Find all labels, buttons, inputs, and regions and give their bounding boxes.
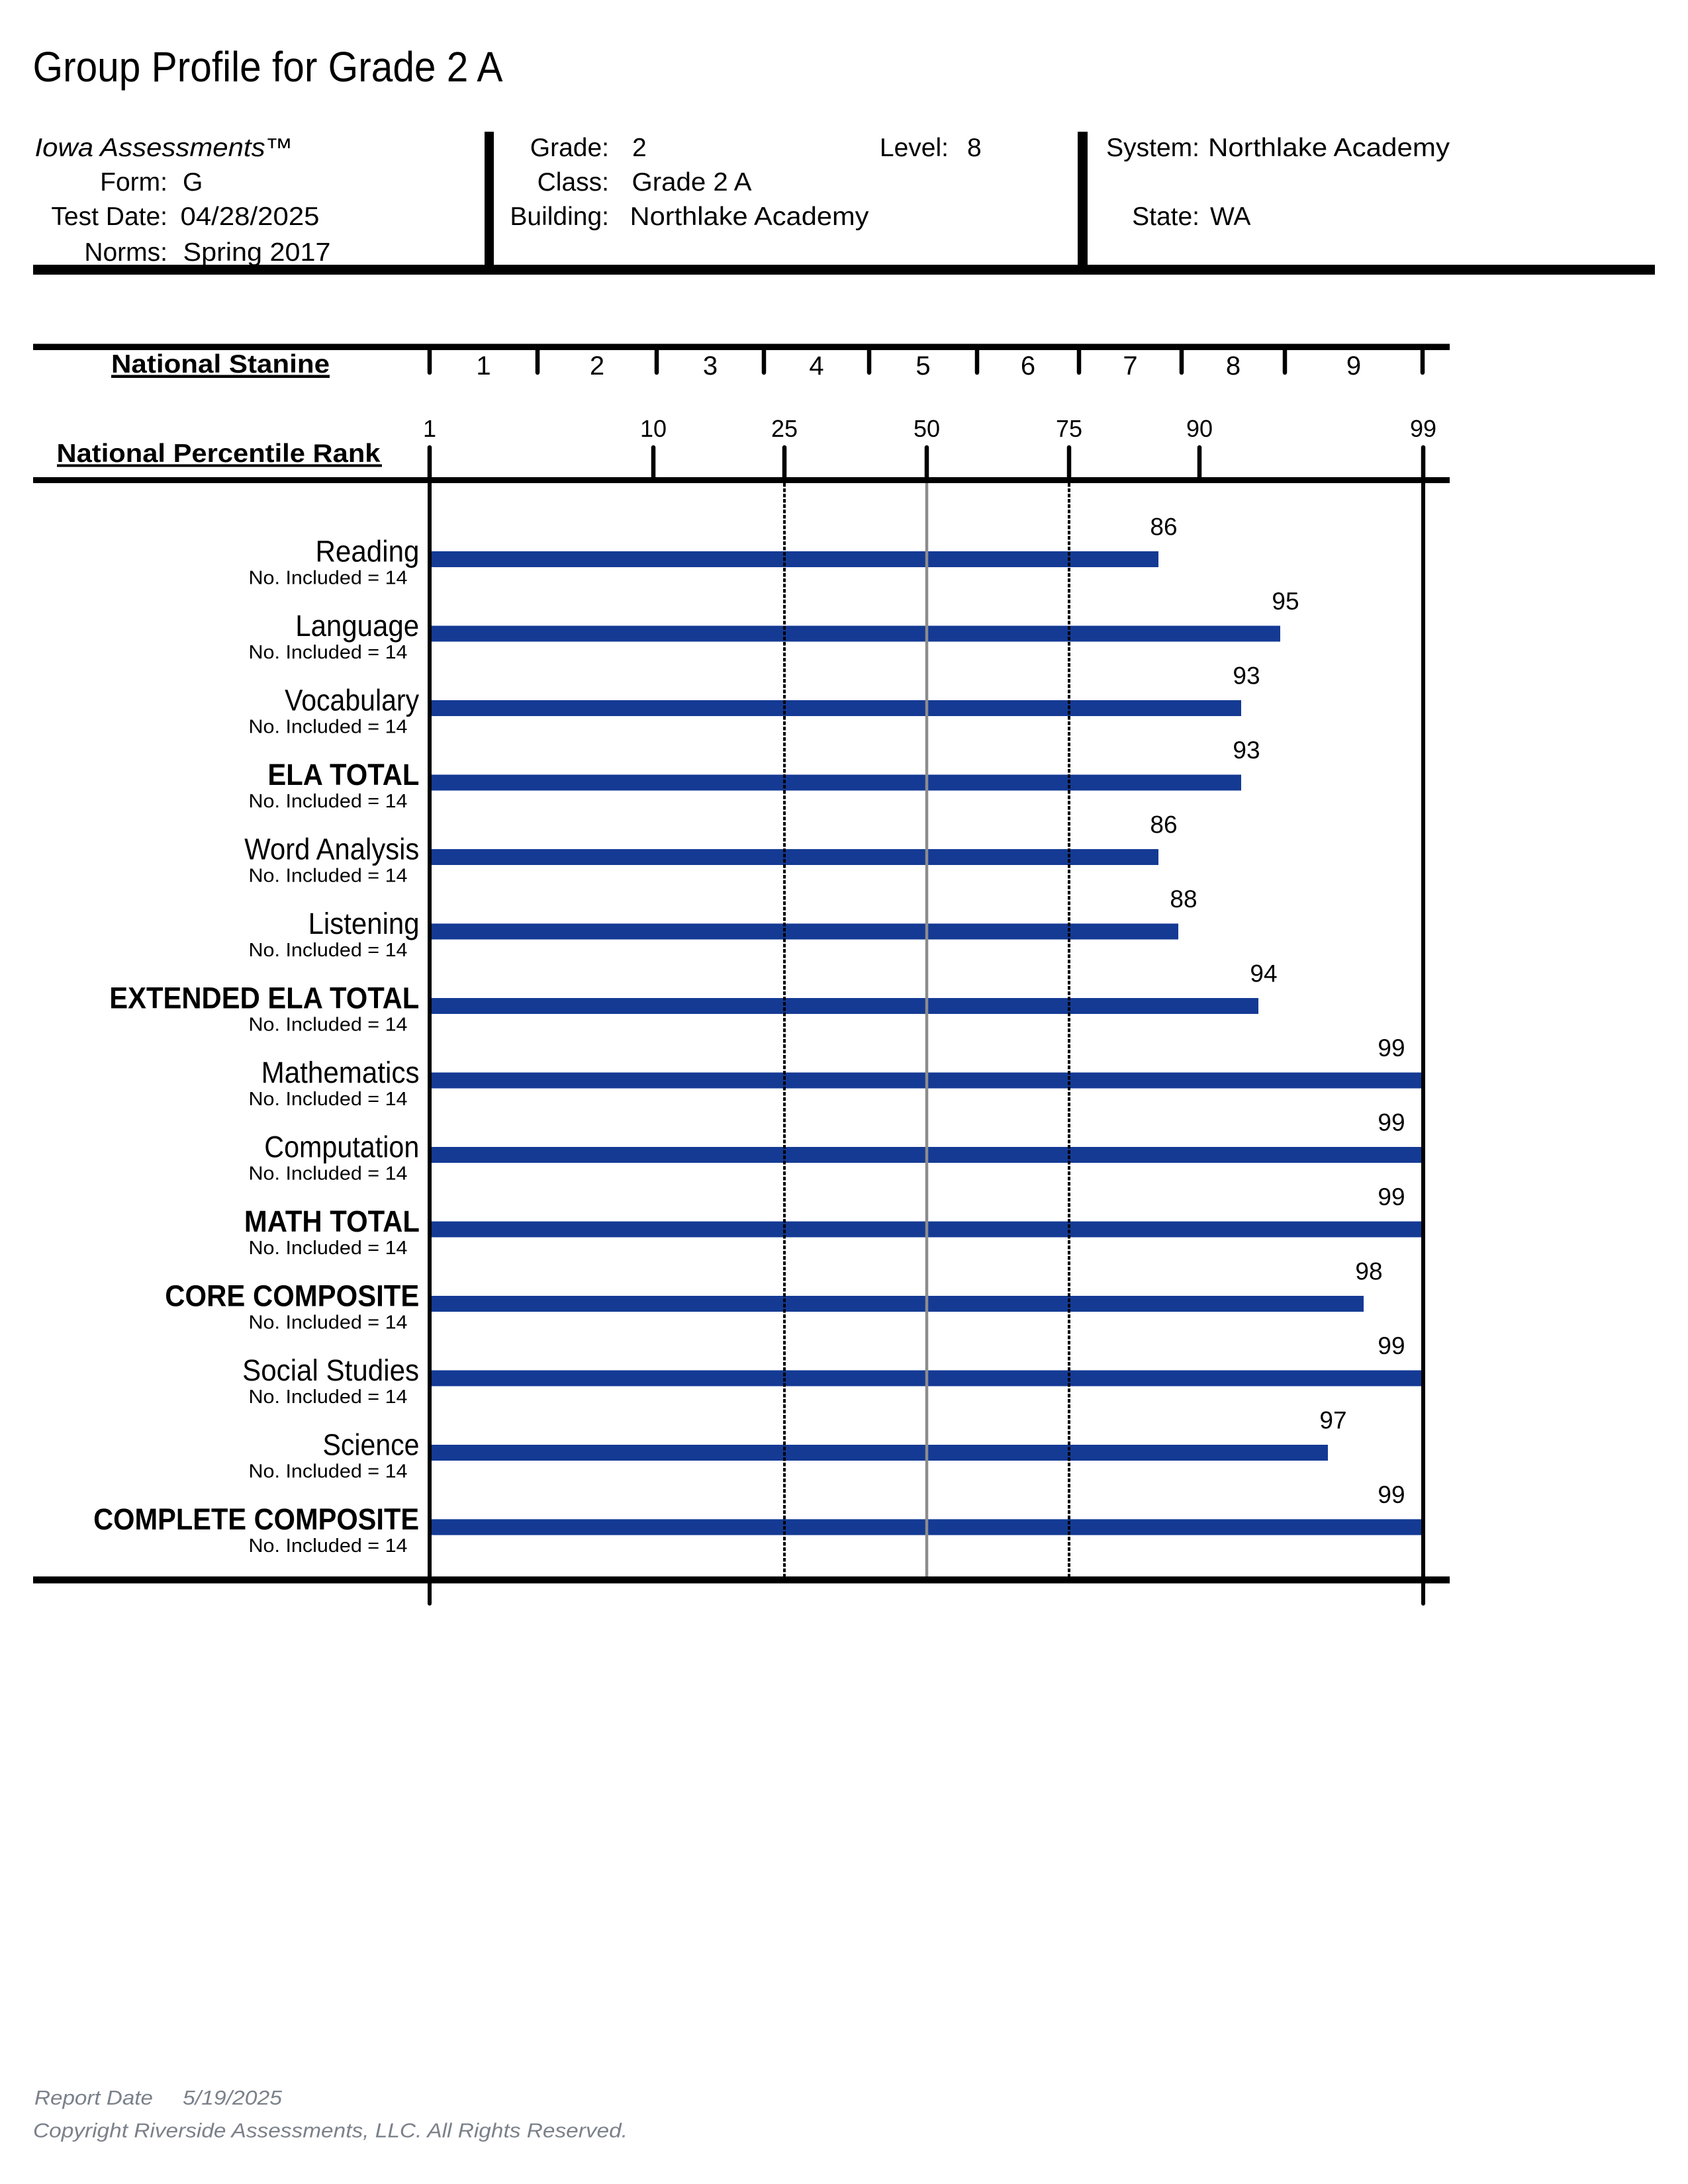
svg-text:9: 9 — [1346, 351, 1361, 381]
svg-text:86: 86 — [1150, 514, 1177, 541]
svg-text:86: 86 — [1150, 811, 1177, 839]
svg-text:99: 99 — [1378, 1183, 1405, 1210]
svg-text:No. Included = 14: No. Included = 14 — [249, 1238, 408, 1259]
svg-text:90: 90 — [1186, 415, 1213, 442]
svg-text:Reading: Reading — [316, 535, 420, 569]
svg-text:No. Included = 14: No. Included = 14 — [249, 1015, 408, 1036]
svg-text:No. Included = 14: No. Included = 14 — [249, 1535, 408, 1557]
svg-text:2: 2 — [590, 351, 604, 381]
svg-text:Computation: Computation — [264, 1130, 419, 1164]
svg-text:6: 6 — [1021, 351, 1035, 381]
svg-text:Grade:: Grade: — [530, 134, 609, 162]
svg-text:99: 99 — [1378, 1109, 1405, 1136]
svg-text:No. Included = 14: No. Included = 14 — [249, 1163, 408, 1185]
svg-text:MATH TOTAL: MATH TOTAL — [244, 1205, 420, 1238]
svg-text:No. Included = 14: No. Included = 14 — [249, 642, 408, 663]
svg-text:99: 99 — [1410, 415, 1436, 442]
svg-text:State:: State: — [1132, 203, 1199, 231]
svg-text:1: 1 — [423, 415, 436, 442]
svg-text:98: 98 — [1355, 1258, 1382, 1285]
svg-text:8: 8 — [967, 134, 982, 162]
svg-text:Class:: Class: — [538, 168, 609, 197]
svg-text:No. Included = 14: No. Included = 14 — [249, 791, 408, 812]
svg-text:7: 7 — [1123, 351, 1137, 381]
svg-text:99: 99 — [1378, 1332, 1405, 1359]
svg-text:1: 1 — [476, 351, 491, 381]
svg-text:Level:: Level: — [880, 134, 949, 162]
svg-text:Iowa Assessments™: Iowa Assessments™ — [35, 134, 293, 162]
svg-text:Report Date: Report Date — [34, 2086, 153, 2109]
svg-text:No. Included = 14: No. Included = 14 — [249, 717, 408, 738]
svg-text:Northlake Academy: Northlake Academy — [630, 203, 870, 231]
svg-text:2: 2 — [632, 134, 647, 162]
svg-text:G: G — [183, 168, 203, 197]
svg-text:10: 10 — [640, 415, 667, 442]
svg-text:No. Included = 14: No. Included = 14 — [249, 1312, 408, 1334]
svg-text:Grade 2 A: Grade 2 A — [632, 168, 752, 197]
svg-text:93: 93 — [1233, 662, 1260, 690]
svg-text:93: 93 — [1233, 737, 1260, 764]
svg-text:88: 88 — [1170, 886, 1197, 913]
svg-text:Test Date:: Test Date: — [51, 203, 167, 231]
svg-text:Copyright Riverside Assessment: Copyright Riverside Assessments, LLC. Al… — [33, 2119, 628, 2142]
svg-text:5/19/2025: 5/19/2025 — [183, 2086, 283, 2109]
svg-text:4: 4 — [809, 351, 823, 381]
svg-text:99: 99 — [1378, 1034, 1405, 1062]
svg-text:COMPLETE COMPOSITE: COMPLETE COMPOSITE — [93, 1502, 419, 1536]
svg-text:Building:: Building: — [510, 203, 609, 231]
svg-text:System:: System: — [1106, 134, 1199, 162]
svg-text:Mathematics: Mathematics — [261, 1056, 420, 1089]
svg-text:04/28/2025: 04/28/2025 — [181, 203, 320, 231]
svg-text:Spring 2017: Spring 2017 — [183, 238, 331, 267]
svg-text:EXTENDED ELA TOTAL: EXTENDED ELA TOTAL — [109, 981, 419, 1015]
svg-text:Social Studies: Social Studies — [242, 1353, 419, 1387]
svg-text:25: 25 — [771, 415, 798, 442]
svg-text:Form:: Form: — [100, 168, 167, 197]
svg-text:3: 3 — [703, 351, 718, 381]
svg-text:50: 50 — [914, 415, 940, 442]
svg-text:Northlake Academy: Northlake Academy — [1208, 134, 1450, 162]
svg-text:ELA TOTAL: ELA TOTAL — [267, 758, 419, 792]
svg-text:95: 95 — [1272, 588, 1299, 615]
svg-text:8: 8 — [1226, 351, 1241, 381]
svg-text:99: 99 — [1378, 1481, 1405, 1508]
svg-text:WA: WA — [1210, 203, 1250, 231]
svg-text:Listening: Listening — [308, 907, 420, 940]
svg-text:CORE COMPOSITE: CORE COMPOSITE — [165, 1279, 419, 1313]
svg-text:Norms:: Norms: — [84, 238, 167, 267]
svg-text:No. Included = 14: No. Included = 14 — [249, 568, 408, 589]
svg-text:No. Included = 14: No. Included = 14 — [249, 1387, 408, 1408]
svg-text:Language: Language — [295, 609, 419, 643]
svg-text:75: 75 — [1056, 415, 1082, 442]
svg-text:Group Profile for Grade 2 A: Group Profile for Grade 2 A — [33, 43, 503, 91]
svg-text:No. Included = 14: No. Included = 14 — [249, 866, 408, 887]
svg-text:Science: Science — [323, 1428, 420, 1462]
svg-text:No. Included = 14: No. Included = 14 — [249, 1461, 408, 1482]
svg-text:Word Analysis: Word Analysis — [244, 833, 419, 866]
svg-text:5: 5 — [915, 351, 930, 381]
svg-text:Vocabulary: Vocabulary — [285, 684, 419, 717]
svg-text:National Percentile Rank: National Percentile Rank — [57, 439, 381, 468]
svg-text:94: 94 — [1250, 960, 1277, 987]
svg-text:No. Included = 14: No. Included = 14 — [249, 1089, 408, 1110]
svg-text:National Stanine: National Stanine — [111, 350, 330, 379]
svg-text:97: 97 — [1319, 1407, 1346, 1434]
svg-text:No. Included = 14: No. Included = 14 — [249, 940, 408, 961]
